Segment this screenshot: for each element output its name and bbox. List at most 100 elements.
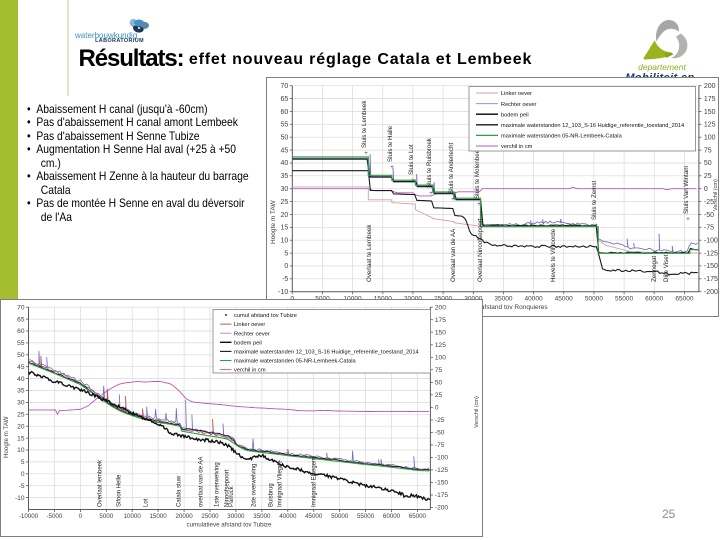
svg-text:35000: 35000 bbox=[494, 296, 512, 303]
svg-text:-125: -125 bbox=[704, 250, 718, 257]
svg-text:Imnigraaf Vliegde: Imnigraaf Vliegde bbox=[277, 460, 283, 507]
svg-text:150: 150 bbox=[704, 109, 716, 116]
svg-text:-100: -100 bbox=[704, 238, 718, 245]
svg-text:70: 70 bbox=[281, 83, 289, 90]
svg-text:Buisbrug: Buisbrug bbox=[269, 483, 275, 507]
svg-text:maximale waterstanden 05-NR-Le: maximale waterstanden 05-NR-Lembeek-Cata… bbox=[501, 134, 623, 140]
svg-text:-25: -25 bbox=[704, 199, 714, 206]
svg-text:+: + bbox=[594, 223, 598, 229]
svg-text:-50: -50 bbox=[435, 430, 445, 437]
svg-text:Hevels te Vilvoorde: Hevels te Vilvoorde bbox=[550, 228, 557, 282]
svg-text:-10: -10 bbox=[15, 495, 25, 502]
svg-text:+: + bbox=[686, 217, 690, 223]
svg-text:-150: -150 bbox=[435, 480, 449, 487]
svg-text:cumulatieve afstand tov Tubize: cumulatieve afstand tov Tubize bbox=[187, 522, 273, 529]
svg-text:200: 200 bbox=[435, 304, 446, 311]
svg-text:60: 60 bbox=[17, 328, 25, 335]
svg-text:55: 55 bbox=[17, 340, 25, 347]
svg-text:15000: 15000 bbox=[149, 513, 167, 520]
svg-text:+: + bbox=[451, 197, 455, 203]
svg-text:Sluis te Lot: Sluis te Lot bbox=[408, 144, 415, 175]
svg-text:5: 5 bbox=[284, 250, 288, 257]
svg-text:Linker oever: Linker oever bbox=[234, 322, 265, 328]
svg-text:-150: -150 bbox=[704, 263, 718, 270]
svg-text:35: 35 bbox=[17, 388, 25, 395]
svg-text:+: + bbox=[364, 151, 368, 157]
svg-text:55000: 55000 bbox=[357, 513, 375, 520]
svg-text:15: 15 bbox=[281, 225, 289, 232]
svg-text:20: 20 bbox=[281, 212, 289, 219]
svg-text:Verschil (cm): Verschil (cm) bbox=[474, 396, 480, 428]
svg-text:60: 60 bbox=[281, 109, 289, 116]
svg-text:65: 65 bbox=[281, 96, 289, 103]
svg-text:Overlaat van de AA: Overlaat van de AA bbox=[450, 228, 457, 282]
svg-text:65: 65 bbox=[17, 316, 25, 323]
svg-text:-10: -10 bbox=[278, 289, 288, 296]
svg-text:-75: -75 bbox=[704, 225, 714, 232]
svg-text:+: + bbox=[477, 202, 481, 208]
svg-text:bodem peil: bodem peil bbox=[501, 112, 529, 118]
svg-text:maximale waterstanden 05-NR-Le: maximale waterstanden 05-NR-Lembeek-Cata… bbox=[234, 359, 357, 365]
svg-text:Rechter oever: Rechter oever bbox=[234, 331, 270, 337]
svg-text:50000: 50000 bbox=[585, 296, 603, 303]
svg-text:30: 30 bbox=[17, 400, 25, 407]
svg-text:75: 75 bbox=[435, 367, 443, 374]
svg-text:50: 50 bbox=[704, 160, 712, 167]
svg-text:75: 75 bbox=[704, 147, 712, 154]
svg-text:Sluis te Ruisbroek: Sluis te Ruisbroek bbox=[426, 137, 433, 188]
svg-text:65000: 65000 bbox=[409, 513, 427, 520]
svg-text:175: 175 bbox=[435, 317, 446, 324]
svg-text:verchil in cm: verchil in cm bbox=[501, 144, 533, 150]
svg-text:50000: 50000 bbox=[331, 513, 349, 520]
svg-text:Lot: Lot bbox=[143, 498, 149, 507]
svg-text:-200: -200 bbox=[435, 505, 449, 512]
svg-text:25: 25 bbox=[17, 412, 25, 419]
svg-text:25: 25 bbox=[704, 173, 712, 180]
svg-text:10000: 10000 bbox=[124, 513, 142, 520]
svg-text:-125: -125 bbox=[435, 467, 449, 474]
svg-text:125: 125 bbox=[435, 342, 446, 349]
svg-text:bodem peil: bodem peil bbox=[234, 340, 262, 346]
svg-text:60000: 60000 bbox=[383, 513, 401, 520]
svg-text:10: 10 bbox=[17, 447, 25, 454]
svg-text:175: 175 bbox=[704, 96, 716, 103]
svg-text:45: 45 bbox=[17, 364, 25, 371]
svg-text:-10000: -10000 bbox=[19, 513, 39, 520]
svg-text:0: 0 bbox=[284, 263, 288, 270]
svg-text:0: 0 bbox=[21, 471, 25, 478]
svg-text:25: 25 bbox=[281, 199, 289, 206]
svg-text:30: 30 bbox=[281, 186, 289, 193]
svg-text:Imnigraaf Elsegem: Imnigraaf Elsegem bbox=[311, 457, 317, 507]
svg-text:verchil in cm: verchil in cm bbox=[234, 368, 266, 374]
svg-text:40000: 40000 bbox=[525, 296, 543, 303]
svg-text:Zennegat: Zennegat bbox=[651, 256, 658, 282]
svg-text:Hoogte m TAW: Hoogte m TAW bbox=[270, 200, 277, 244]
svg-text:0: 0 bbox=[79, 513, 83, 520]
svg-text:Verschil (cm): Verschil (cm) bbox=[713, 179, 719, 211]
svg-text:20000: 20000 bbox=[175, 513, 193, 520]
svg-text:Hoogte m TAW: Hoogte m TAW bbox=[3, 416, 10, 458]
svg-text:Parruck: Parruck bbox=[229, 485, 235, 507]
svg-text:45000: 45000 bbox=[555, 296, 573, 303]
svg-text:35: 35 bbox=[281, 173, 289, 180]
svg-text:+: + bbox=[411, 178, 415, 184]
svg-text:200: 200 bbox=[704, 83, 716, 90]
svg-text:125: 125 bbox=[704, 122, 716, 129]
svg-text:Linker oever: Linker oever bbox=[501, 91, 532, 97]
svg-text:60000: 60000 bbox=[645, 296, 663, 303]
svg-text:Rechter oever: Rechter oever bbox=[501, 102, 537, 108]
svg-text:150: 150 bbox=[435, 329, 446, 336]
svg-text:45: 45 bbox=[281, 147, 289, 154]
svg-text:Sluis te Halle: Sluis te Halle bbox=[387, 125, 394, 162]
svg-text:45000: 45000 bbox=[305, 513, 323, 520]
svg-text:5000: 5000 bbox=[99, 513, 113, 520]
svg-text:65000: 65000 bbox=[675, 296, 693, 303]
svg-text:Sluis te Anderlecht: Sluis te Anderlecht bbox=[448, 142, 455, 194]
svg-text:-50: -50 bbox=[704, 212, 714, 219]
svg-text:-5000: -5000 bbox=[46, 513, 62, 520]
svg-text:-175: -175 bbox=[435, 492, 449, 499]
svg-text:15: 15 bbox=[17, 435, 25, 442]
svg-text:cumul afstand tov Tubize: cumul afstand tov Tubize bbox=[234, 313, 297, 319]
svg-text:40000: 40000 bbox=[279, 513, 297, 520]
svg-text:maximale waterstanden 12_103_S: maximale waterstanden 12_103_S-16 Huidig… bbox=[234, 350, 419, 356]
